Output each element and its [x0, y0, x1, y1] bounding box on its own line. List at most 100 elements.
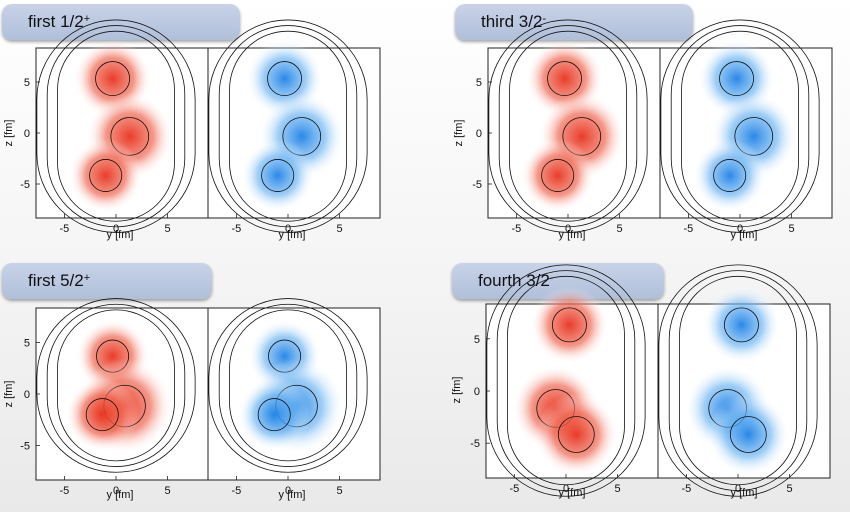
x-axis-label: y [fm] [107, 229, 134, 241]
proton-density-lobe [535, 393, 618, 476]
proton-density-lobe [69, 138, 143, 213]
y-tick-label: 5 [24, 337, 30, 349]
proton-density-lobe [65, 378, 139, 452]
x-tick-label: 0 [113, 485, 119, 497]
x-axis-label: y [fm] [559, 229, 586, 241]
x-tick-label: 0 [565, 223, 571, 235]
x-tick-label: 0 [113, 223, 119, 235]
x-tick-label: 0 [285, 485, 291, 497]
contour-line [498, 25, 638, 228]
panel-1-left-plot: -5 0 5 5 0 -5 [472, 19, 661, 235]
inner-contour [557, 416, 595, 453]
y-tick-label: -5 [470, 438, 480, 450]
inner-contour [541, 159, 575, 192]
inner-contour [552, 307, 587, 343]
y-tick-label: 0 [24, 128, 30, 140]
contour-line [218, 25, 358, 228]
y-tick-label: -5 [472, 179, 482, 191]
y-tick-label: 0 [474, 386, 480, 398]
inner-contour [89, 159, 123, 192]
contour-line [668, 270, 808, 491]
x-tick-label: -5 [512, 223, 522, 235]
inner-contour [257, 398, 291, 432]
neutron-density-lobe [707, 393, 790, 476]
inner-contour [729, 416, 767, 453]
contour-line [509, 30, 627, 222]
y-tick-label: 5 [474, 334, 480, 346]
panel-label-first-1-2: first 1/2+ [2, 4, 240, 40]
contour-line [486, 264, 646, 497]
panel-label-third-3-2: third 3/2- [455, 4, 693, 40]
y-axis-label: z [fm] [3, 120, 15, 147]
y-tick-label: 5 [24, 77, 30, 89]
y-tick-label: -5 [20, 179, 30, 191]
contour-line [488, 19, 648, 233]
contour-line [507, 275, 625, 486]
panel-3-right-plot: -5 0 5 [657, 264, 831, 497]
panel-1-right-plot: -5 0 5 [659, 19, 833, 235]
contour-line [229, 30, 347, 222]
y-axis-label: z [fm] [451, 377, 463, 404]
x-tick-label: 0 [737, 223, 743, 235]
proton-density-lobe [530, 286, 609, 364]
x-tick-label: -5 [232, 223, 242, 235]
x-tick-label: 5 [337, 485, 343, 497]
neutron-density-lobe [241, 138, 315, 213]
x-tick-label: 5 [165, 485, 171, 497]
contour-line [681, 30, 799, 222]
inner-contour [95, 61, 130, 97]
x-tick-label: -5 [510, 483, 520, 495]
y-tick-label: 0 [476, 128, 482, 140]
x-tick-label: 0 [563, 483, 569, 495]
contour-line [208, 298, 368, 473]
x-axis-label: y [fm] [559, 487, 586, 499]
x-axis-label: y [fm] [731, 229, 758, 241]
x-tick-label: 0 [735, 483, 741, 495]
y-axis-label: z [fm] [3, 381, 15, 408]
panel-2-right-plot: -5 0 5 [207, 298, 381, 497]
panel-label-first-5-2: first 5/2+ [2, 263, 212, 299]
x-tick-label: 5 [165, 223, 171, 235]
panel-0-right-plot: -5 0 5 [207, 19, 381, 235]
inner-contour [713, 159, 747, 192]
neutron-density-lobe [237, 378, 311, 452]
inner-contour [85, 398, 119, 432]
contour-line [496, 270, 636, 491]
neutron-density-lobe [702, 286, 781, 364]
proton-density-lobe [521, 138, 595, 213]
contour-line [208, 19, 368, 233]
contour-line [658, 264, 818, 497]
panel-2-left-plot: -5 0 5 5 0 -5 [20, 298, 209, 497]
x-tick-label: -5 [684, 223, 694, 235]
contour-line [670, 25, 810, 228]
y-tick-label: 0 [24, 389, 30, 401]
inner-contour [719, 61, 754, 97]
x-tick-label: 5 [615, 483, 621, 495]
inner-contour [724, 307, 759, 343]
inner-contour [547, 61, 582, 97]
x-tick-label: -5 [60, 485, 70, 497]
y-tick-label: 5 [476, 77, 482, 89]
neutron-density-lobe [693, 138, 767, 213]
contour-line [46, 25, 186, 228]
panel-3-left-plot: -5 0 5 5 0 -5 [470, 264, 659, 497]
y-tick-label: -5 [20, 441, 30, 453]
y-axis-label: z [fm] [453, 120, 465, 147]
contour-line [36, 19, 196, 233]
contour-line [660, 19, 820, 233]
x-tick-label: -5 [682, 483, 692, 495]
x-axis-label: y [fm] [279, 489, 306, 501]
x-tick-label: 5 [789, 223, 795, 235]
contour-line [679, 275, 797, 486]
contour-line [218, 303, 358, 467]
inner-contour [261, 159, 295, 192]
contour-line [36, 298, 196, 473]
x-axis-label: y [fm] [731, 487, 758, 499]
x-tick-label: -5 [60, 223, 70, 235]
contour-line [229, 309, 347, 462]
contour-line [57, 30, 175, 222]
x-tick-label: 5 [617, 223, 623, 235]
x-axis-label: y [fm] [107, 489, 134, 501]
x-axis-label: y [fm] [279, 229, 306, 241]
